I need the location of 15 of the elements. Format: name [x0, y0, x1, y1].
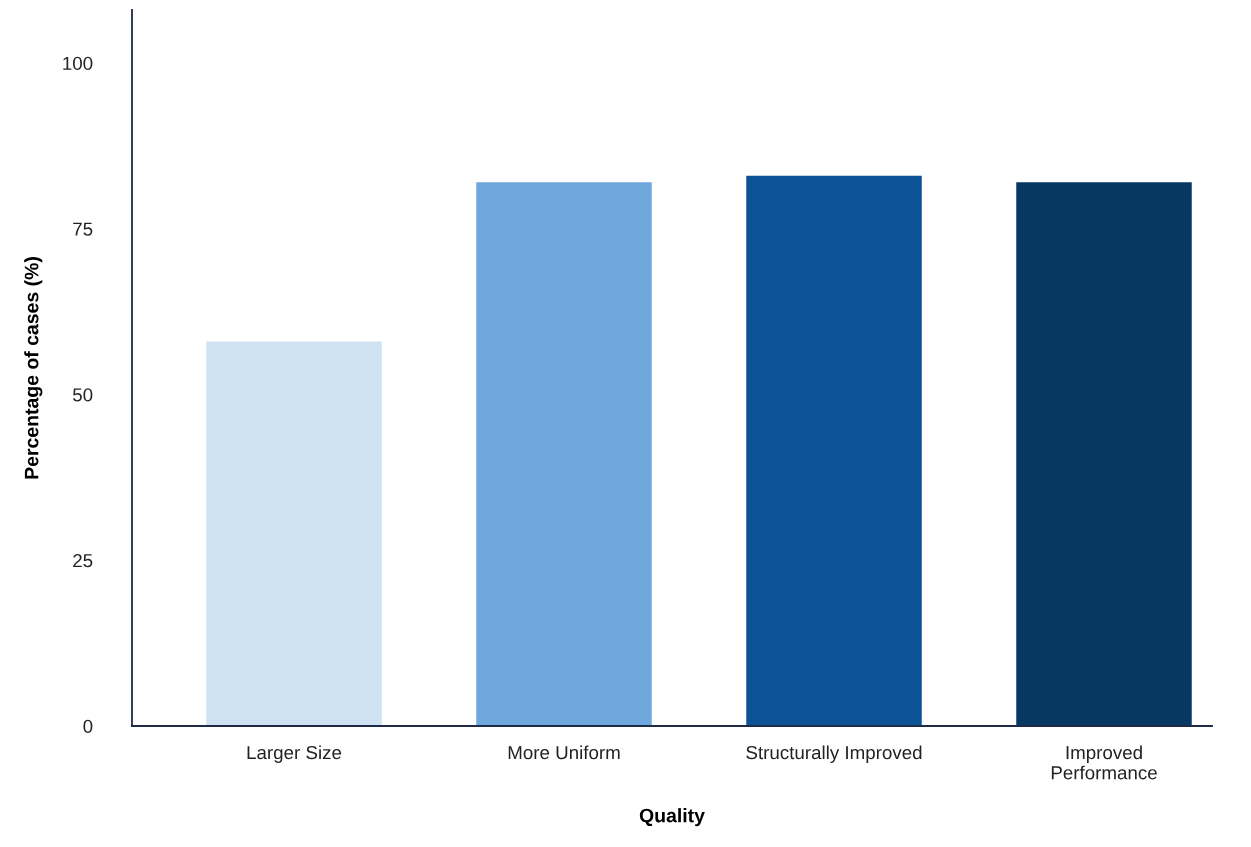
y-axis-title: Percentage of cases (%) [24, 257, 43, 479]
y-tick-label: 50 [73, 388, 93, 402]
x-tick-label: Improved Performance [1051, 745, 1157, 780]
bar [746, 175, 922, 726]
bar [1016, 182, 1192, 726]
x-tick-label: Structurally Improved [746, 745, 922, 763]
y-tick-label: 0 [83, 719, 93, 733]
y-tick-label: 25 [73, 553, 93, 568]
bar [476, 182, 652, 726]
y-tick-label: 100 [63, 56, 93, 71]
x-tick-label: Larger Size [247, 745, 342, 763]
bar [206, 341, 382, 726]
x-axis-title: Quality [639, 808, 705, 827]
x-tick-label: More Uniform [508, 745, 620, 760]
y-tick-label: 75 [73, 222, 93, 236]
